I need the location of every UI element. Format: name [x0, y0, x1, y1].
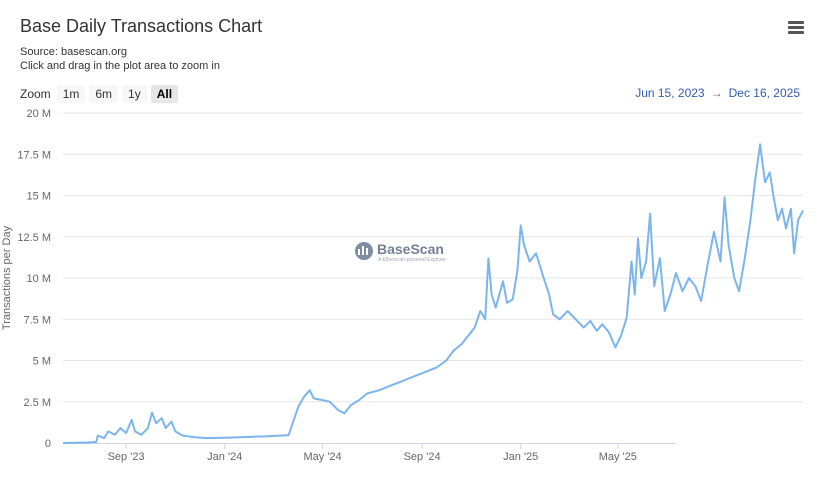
zoom-button-1y[interactable]: 1y: [122, 85, 147, 103]
x-tick-label: Jan '25: [503, 451, 538, 463]
x-tick-label: Sep '23: [108, 451, 145, 463]
grid-lines: [63, 112, 803, 403]
y-axis-label: Transactions per Day: [1, 225, 13, 330]
chart-title: Base Daily Transactions Chart: [20, 16, 263, 36]
x-tick-label: Sep '24: [404, 451, 441, 463]
y-tick-label: 0: [45, 438, 51, 450]
y-tick-label: 10 M: [27, 273, 51, 285]
zoom-label: Zoom: [20, 87, 51, 101]
y-tick-label: 17.5 M: [17, 149, 51, 161]
chart-subtitle: Source: basescan.org Click and drag in t…: [20, 45, 220, 73]
range-to[interactable]: Dec 16, 2025: [728, 86, 800, 100]
x-tick-label: May '25: [599, 451, 637, 463]
watermark-name: BaseScan: [377, 241, 444, 257]
y-tick-label: 2.5 M: [23, 397, 51, 409]
y-tick-label: 12.5 M: [17, 232, 51, 244]
date-range: Jun 15, 2023 → Dec 16, 2025: [635, 86, 800, 100]
range-from[interactable]: Jun 15, 2023: [635, 86, 705, 100]
source-text: Source: basescan.org: [20, 46, 128, 58]
y-tick-label: 5 M: [33, 356, 51, 368]
x-axis-ticks: Sep '23 Jan '24 May '24 Sep '24 Jan '25 May '…: [108, 443, 637, 463]
y-tick-label: 7.5 M: [23, 314, 51, 326]
zoom-button-1m[interactable]: 1m: [56, 85, 86, 103]
watermark-tagline: A Etherscan-powered Explorer: [378, 257, 446, 263]
zoom-hint-text: Click and drag in the plot area to zoom …: [20, 60, 220, 72]
zoom-button-6m[interactable]: 6m: [89, 85, 119, 103]
zoom-bar: Zoom 1m 6m 1y All: [20, 85, 179, 103]
y-axis-ticks: 0 2.5 M 5 M 7.5 M 10 M 12.5 M 15 M 17.5 M 20 M: [17, 108, 51, 450]
zoom-button-all[interactable]: All: [150, 85, 179, 103]
range-arrow: →: [710, 86, 723, 100]
hamburger-menu-icon[interactable]: [788, 21, 804, 35]
series-line[interactable]: [62, 143, 804, 444]
y-tick-label: 15 M: [27, 191, 51, 203]
x-tick-label: Jan '24: [207, 451, 242, 463]
x-tick-label: May '24: [304, 451, 342, 463]
y-tick-label: 20 M: [27, 108, 51, 120]
basescan-logo-icon: [355, 242, 373, 260]
watermark: BaseScan A Etherscan-powered Explorer: [355, 241, 446, 263]
